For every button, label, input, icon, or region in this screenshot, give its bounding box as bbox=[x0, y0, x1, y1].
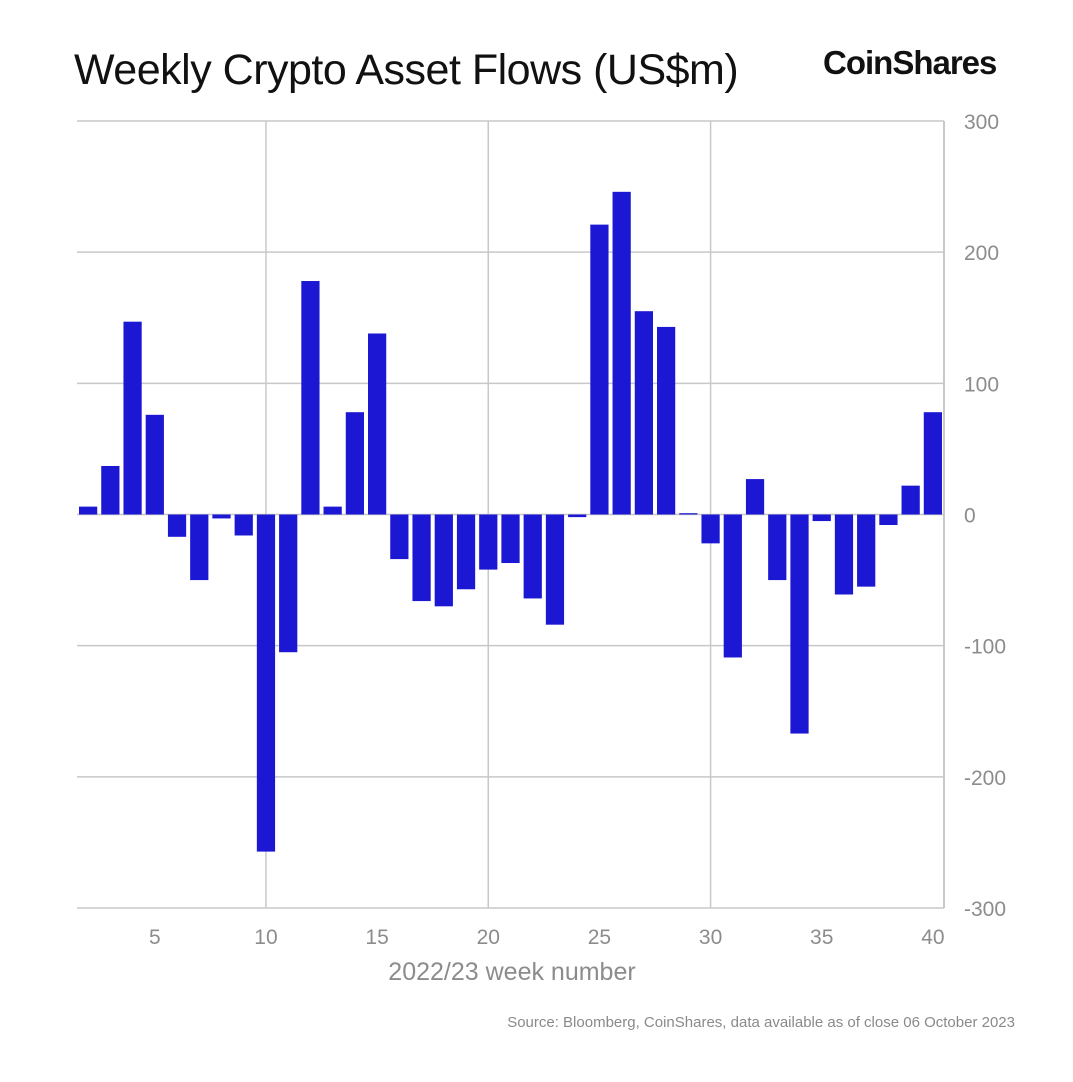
bar-week-32 bbox=[745, 479, 765, 515]
bar-week-23 bbox=[545, 514, 565, 625]
y-tick-label: -200 bbox=[964, 767, 1006, 790]
bar-week-17 bbox=[412, 514, 431, 602]
bar-week-36 bbox=[834, 514, 854, 595]
y-tick-label: 0 bbox=[964, 505, 976, 528]
x-tick-label: 35 bbox=[810, 926, 833, 949]
x-tick-label: 40 bbox=[921, 926, 944, 949]
bar-week-8 bbox=[212, 514, 231, 519]
bar-week-16 bbox=[390, 514, 409, 560]
bar-week-6 bbox=[167, 514, 187, 537]
bar-week-26 bbox=[612, 191, 631, 515]
bar-chart: 300 200 100 0 -100 -200 -300 5 10 15 20 25 30 35 40 2… bbox=[77, 111, 1006, 986]
bar-week-18 bbox=[434, 514, 453, 607]
bar-week-35 bbox=[812, 514, 831, 522]
y-tick-label: 100 bbox=[964, 373, 999, 396]
bar-week-19 bbox=[456, 514, 476, 590]
bar-series bbox=[79, 191, 942, 852]
bar-week-4 bbox=[123, 321, 142, 515]
bar-week-12 bbox=[301, 281, 320, 515]
source-note: Source: Bloomberg, CoinShares, data avai… bbox=[507, 1014, 1015, 1031]
y-tick-label: -300 bbox=[964, 898, 1006, 921]
bar-week-31 bbox=[723, 514, 742, 658]
bar-week-27 bbox=[634, 311, 653, 515]
bar-week-14 bbox=[345, 412, 364, 515]
bar-week-13 bbox=[323, 506, 342, 515]
x-tick-label: 5 bbox=[149, 926, 161, 949]
bar-week-20 bbox=[479, 514, 498, 570]
bar-week-25 bbox=[590, 224, 609, 515]
bar-week-5 bbox=[145, 414, 164, 515]
y-tick-label: 300 bbox=[964, 111, 999, 134]
bar-week-39 bbox=[901, 485, 920, 515]
bar-week-30 bbox=[701, 514, 720, 544]
bar-week-40 bbox=[923, 412, 942, 515]
bar-week-10 bbox=[256, 514, 276, 852]
y-tick-label: 200 bbox=[964, 242, 999, 265]
bar-week-24 bbox=[568, 514, 587, 518]
bar-week-11 bbox=[279, 514, 298, 653]
bar-week-28 bbox=[657, 326, 676, 515]
x-axis-label: 2022/23 week number bbox=[388, 958, 635, 986]
coinshares-logo: CoinShares bbox=[823, 44, 997, 81]
x-axis-tick-labels: 5 10 15 20 25 30 35 40 bbox=[149, 926, 945, 949]
bar-week-21 bbox=[501, 514, 520, 564]
x-tick-label: 15 bbox=[365, 926, 388, 949]
bar-week-33 bbox=[768, 514, 787, 581]
bar-week-7 bbox=[190, 514, 209, 581]
bar-week-38 bbox=[879, 514, 898, 525]
x-tick-label: 10 bbox=[254, 926, 277, 949]
y-tick-label: -100 bbox=[964, 636, 1006, 659]
x-tick-label: 30 bbox=[699, 926, 722, 949]
x-tick-label: 20 bbox=[477, 926, 500, 949]
bar-week-37 bbox=[857, 514, 876, 587]
bar-week-2 bbox=[79, 506, 98, 515]
bar-week-3 bbox=[101, 465, 120, 515]
bar-week-22 bbox=[523, 514, 542, 599]
bar-week-9 bbox=[234, 514, 253, 536]
bar-week-34 bbox=[790, 514, 809, 734]
bar-week-15 bbox=[368, 333, 387, 515]
bar-week-29 bbox=[679, 513, 698, 515]
y-axis-tick-labels: 300 200 100 0 -100 -200 -300 bbox=[964, 111, 1006, 921]
x-tick-label: 25 bbox=[588, 926, 611, 949]
chart-title: Weekly Crypto Asset Flows (US$m) bbox=[74, 46, 739, 94]
